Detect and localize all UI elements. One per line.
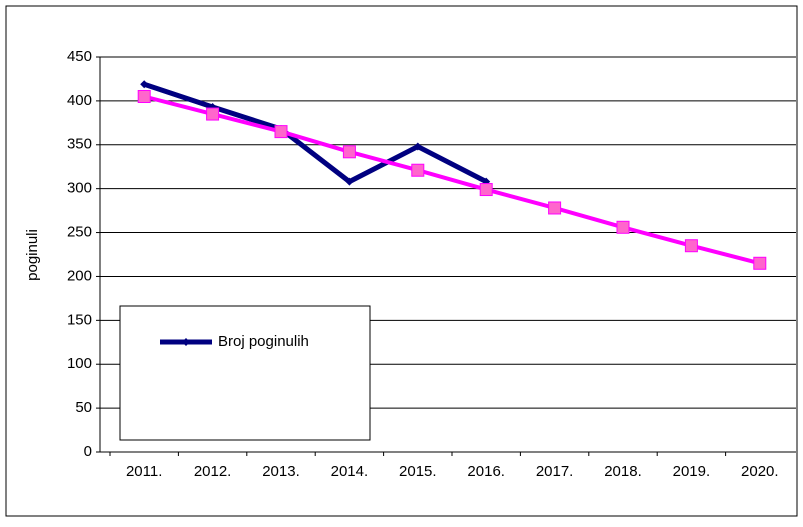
- marker: [413, 142, 422, 151]
- series-line: [143, 94, 761, 266]
- marker: [342, 145, 356, 159]
- x-tick-label: 2019.: [673, 463, 711, 480]
- y-tick-label: 300: [67, 180, 92, 197]
- marker: [140, 80, 149, 89]
- y-tick-label: 200: [67, 267, 92, 284]
- x-tick-label: 2014.: [331, 463, 369, 480]
- x-tick-label: 2015.: [399, 463, 437, 480]
- legend-marker: [182, 338, 190, 346]
- y-tick-label: 0: [84, 443, 92, 460]
- x-tick-label: 2012.: [194, 463, 232, 480]
- marker: [753, 256, 767, 270]
- x-tick-label: 2017.: [536, 463, 574, 480]
- marker: [616, 220, 630, 234]
- x-tick-label: 2020.: [741, 463, 779, 480]
- y-tick-label: 150: [67, 311, 92, 328]
- legend-box: [119, 305, 371, 441]
- y-tick-label: 250: [67, 224, 92, 241]
- marker: [274, 125, 288, 139]
- y-tick-label: 50: [75, 399, 92, 416]
- y-tick-label: 450: [67, 48, 92, 65]
- x-tick-label: 2018.: [604, 463, 642, 480]
- x-tick-label: 2011.: [126, 463, 162, 480]
- series-line: [143, 81, 488, 185]
- y-tick-label: 100: [67, 355, 92, 372]
- y-tick-label: 350: [67, 136, 92, 153]
- marker: [548, 201, 562, 215]
- marker: [684, 239, 698, 253]
- legend-label: Broj poginulih: [218, 333, 309, 350]
- y-tick-label: 400: [67, 92, 92, 109]
- x-tick-label: 2013.: [262, 463, 300, 480]
- x-tick-label: 2016.: [467, 463, 505, 480]
- y-axis-label: poginuli: [24, 229, 41, 281]
- marker: [206, 107, 220, 121]
- marker: [411, 163, 425, 177]
- marker: [345, 177, 354, 186]
- marker: [137, 90, 151, 103]
- marker: [479, 183, 493, 197]
